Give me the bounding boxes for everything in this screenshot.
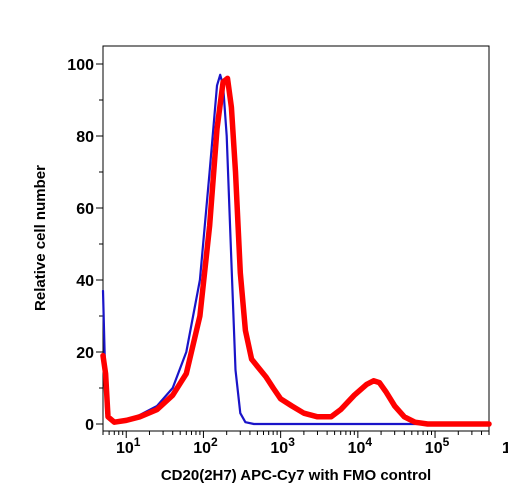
series-group — [100, 73, 492, 427]
x-tick-label: 102 — [193, 435, 218, 457]
blue-series-line — [101, 73, 491, 426]
y-tick-label: 80 — [76, 129, 94, 146]
y-tick-label: 20 — [76, 345, 94, 362]
y-axis: 0 20 40 60 80 100 — [67, 57, 103, 434]
y-tick-label: 0 — [85, 417, 94, 434]
x-tick-label: 101 — [116, 435, 141, 457]
x-tick-label: 104 — [348, 435, 373, 457]
x-tick-label: 105 — [425, 435, 450, 457]
y-tick-label: 60 — [76, 201, 94, 218]
x-axis: 101 102 103 104 105 106 — [102, 431, 508, 457]
x-tick-label: 106 — [502, 435, 508, 457]
plot-frame — [102, 45, 490, 432]
y-tick-label: 40 — [76, 273, 94, 290]
red-series-line — [100, 75, 492, 427]
y-axis-title: Relative cell number — [32, 165, 49, 311]
y-tick-label: 100 — [67, 57, 94, 74]
x-axis-title: CD20(2H7) APC-Cy7 with FMO control — [161, 467, 431, 484]
x-tick-label: 103 — [270, 435, 295, 457]
